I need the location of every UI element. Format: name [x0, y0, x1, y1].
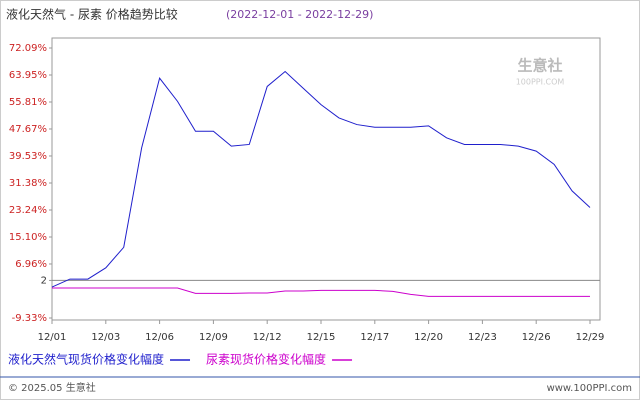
footer-left: © 2025.05 生意社: [8, 381, 96, 394]
series-line: [51, 70, 591, 288]
y-tick-label: 63.95%: [9, 70, 47, 81]
y-tick-label: 47.67%: [9, 124, 47, 135]
x-tick-label: 12/09: [199, 332, 228, 343]
y-tick-label: 6.96%: [15, 259, 47, 270]
x-tick-label: 12/15: [307, 332, 336, 343]
y-tick-label: 55.81%: [9, 97, 47, 108]
x-tick-label: 12/06: [145, 332, 174, 343]
chart-subtitle: (2022-12-01 - 2022-12-29): [226, 8, 373, 21]
legend-label: 尿素现货价格变化幅度: [206, 352, 326, 367]
y-tick-label: 23.24%: [9, 205, 47, 216]
x-tick-label: 12/29: [576, 332, 605, 343]
y-tick-label: 2: [41, 275, 47, 286]
y-tick-label: 39.53%: [9, 151, 47, 162]
y-tick-label: 31.38%: [9, 178, 47, 189]
y-tick-label: -9.33%: [12, 313, 47, 324]
watermark-name: 生意社: [517, 57, 562, 75]
y-tick-label: 15.10%: [9, 232, 47, 243]
x-tick-label: 12/03: [91, 332, 120, 343]
chart-title: 液化天然气 - 尿素 价格趋势比较: [6, 7, 178, 22]
x-tick-label: 12/17: [360, 332, 389, 343]
x-tick-label: 12/20: [414, 332, 443, 343]
plot-frame: [51, 37, 601, 321]
y-tick-label: 72.09%: [9, 43, 47, 54]
legend-label: 液化天然气现货价格变化幅度: [8, 352, 164, 367]
x-tick-label: 12/12: [253, 332, 282, 343]
x-tick-label: 12/23: [468, 332, 497, 343]
x-tick-label: 12/26: [522, 332, 551, 343]
series-line: [52, 287, 590, 297]
x-tick-label: 12/01: [38, 332, 67, 343]
watermark-url: 100PPI.COM: [516, 78, 565, 87]
footer-right: www.100PPI.com: [547, 383, 632, 394]
